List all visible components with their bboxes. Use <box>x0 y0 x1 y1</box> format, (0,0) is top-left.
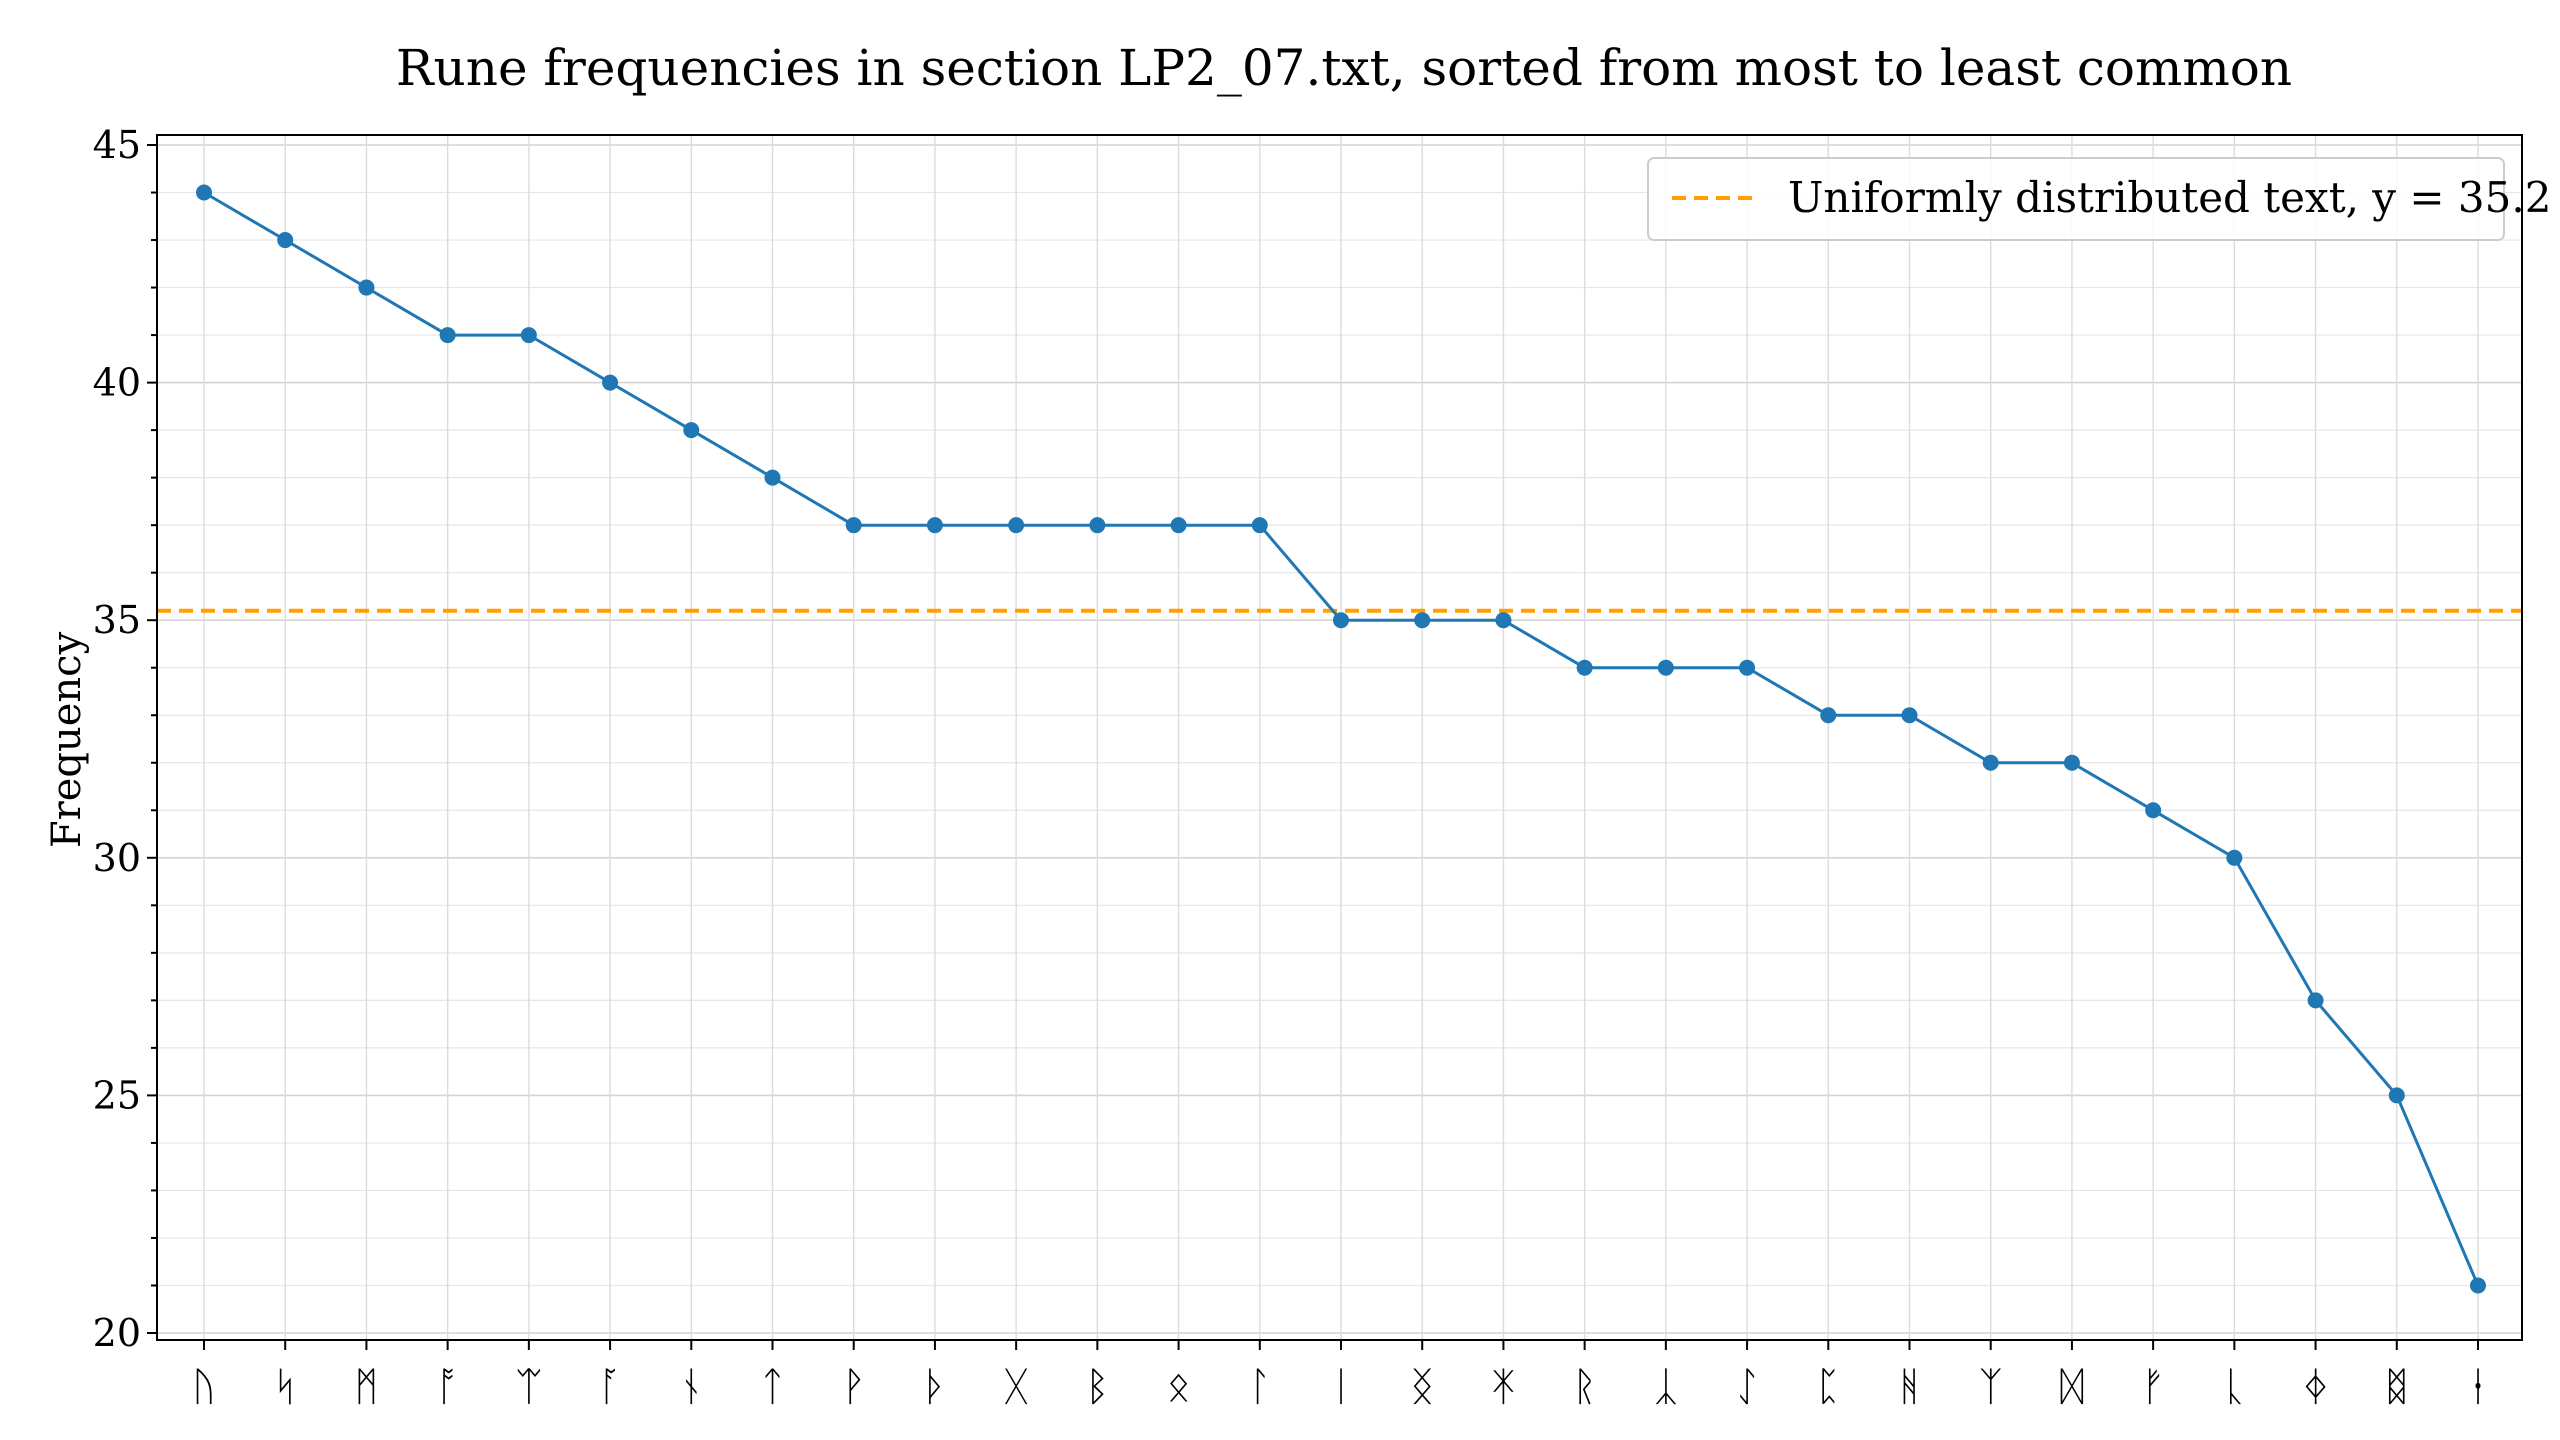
x-tick-label: ᛥ <box>2385 1364 2409 1410</box>
y-tick-label: 25 <box>93 1073 141 1117</box>
grid-layer <box>157 135 2522 1340</box>
data-point <box>1739 659 1756 676</box>
x-tick-label: ᚢ <box>192 1364 216 1410</box>
x-tick-label: ᛡ <box>1491 1364 1515 1410</box>
x-tick-label: ᛁ <box>1329 1364 1353 1410</box>
data-point <box>1901 707 1918 724</box>
data-point <box>926 517 943 534</box>
x-tick-label: ᚷ <box>1004 1364 1028 1410</box>
data-point <box>845 517 862 534</box>
x-tick-label: ᚩ <box>436 1364 460 1410</box>
legend-box <box>1647 157 2505 241</box>
x-tick-label: ᛝ <box>1410 1364 1434 1410</box>
y-tick-label: 20 <box>93 1311 141 1355</box>
x-tick-label: ᚾ <box>679 1364 703 1410</box>
y-tick-label: 45 <box>93 123 141 167</box>
x-tick-label: ᛉ <box>1979 1364 2003 1410</box>
y-tick-label: 40 <box>93 361 141 405</box>
x-tick-label: ᛞ <box>2060 1364 2084 1410</box>
data-point <box>683 422 700 439</box>
x-tick-label: ᚱ <box>1573 1364 1597 1410</box>
data-point <box>1008 517 1025 534</box>
data-point <box>2226 849 2243 866</box>
data-point <box>1089 517 1106 534</box>
y-axis: 20 25 30 35 40 45 <box>93 123 157 1355</box>
x-tick-label: ᛟ <box>1167 1364 1191 1410</box>
x-tick-label: ᛂ <box>2466 1364 2490 1410</box>
data-point <box>1414 612 1431 629</box>
data-point <box>1657 659 1674 676</box>
x-tick-label: ᚹ <box>842 1364 866 1410</box>
x-tick-label: ᛚ <box>1248 1364 1272 1410</box>
data-point <box>2470 1277 2486 1294</box>
data-point <box>1495 612 1512 629</box>
x-tick-label: ᛋ <box>273 1364 297 1410</box>
chart-title: Rune frequencies in section LP2_07.txt, … <box>396 39 2292 97</box>
data-point <box>1576 659 1593 676</box>
data-point <box>1170 517 1187 534</box>
data-point <box>602 374 619 391</box>
data-point <box>1982 754 1999 771</box>
data-point <box>2145 802 2162 819</box>
x-tick-label: ᚳ <box>2222 1364 2246 1410</box>
x-tick-label: ᛗ <box>354 1364 378 1410</box>
data-point <box>2063 754 2080 771</box>
x-tick-label: ᛣ <box>1654 1364 1678 1410</box>
data-point <box>277 232 294 249</box>
data-point <box>1251 517 1268 534</box>
legend: Uniformly distributed text, y = 35.2 <box>1647 157 2551 241</box>
data-point <box>1333 612 1349 629</box>
data-point <box>358 279 375 296</box>
y-tick-label: 35 <box>93 598 141 642</box>
x-tick-label: ᚠ <box>2141 1364 2165 1410</box>
x-tick-label: ᛒ <box>1085 1364 1109 1410</box>
data-point <box>764 469 781 486</box>
data-point <box>196 184 212 201</box>
x-tick-label: ᛈ <box>1816 1364 1840 1410</box>
series-layer <box>196 184 2486 1294</box>
x-tick-label: ᛄ <box>2304 1364 2328 1410</box>
x-tick-label: ᚻ <box>1898 1364 1922 1410</box>
y-tick-label: 30 <box>93 836 141 880</box>
data-point <box>439 327 456 344</box>
x-tick-label: ᛏ <box>761 1364 785 1410</box>
x-tick-label: ᛠ <box>517 1364 541 1410</box>
x-tick-label: ᚦ <box>923 1364 947 1410</box>
data-point <box>2307 992 2324 1009</box>
legend-reference-label: Uniformly distributed text, y = 35.2 <box>1788 173 2551 222</box>
data-point <box>2388 1087 2405 1104</box>
x-tick-label: ᛇ <box>1735 1364 1759 1410</box>
data-point <box>520 327 537 344</box>
data-point <box>1820 707 1837 724</box>
plot-frame <box>156 134 2523 1341</box>
y-axis-label: Frequency <box>44 631 90 848</box>
x-tick-label: ᚪ <box>598 1364 622 1410</box>
